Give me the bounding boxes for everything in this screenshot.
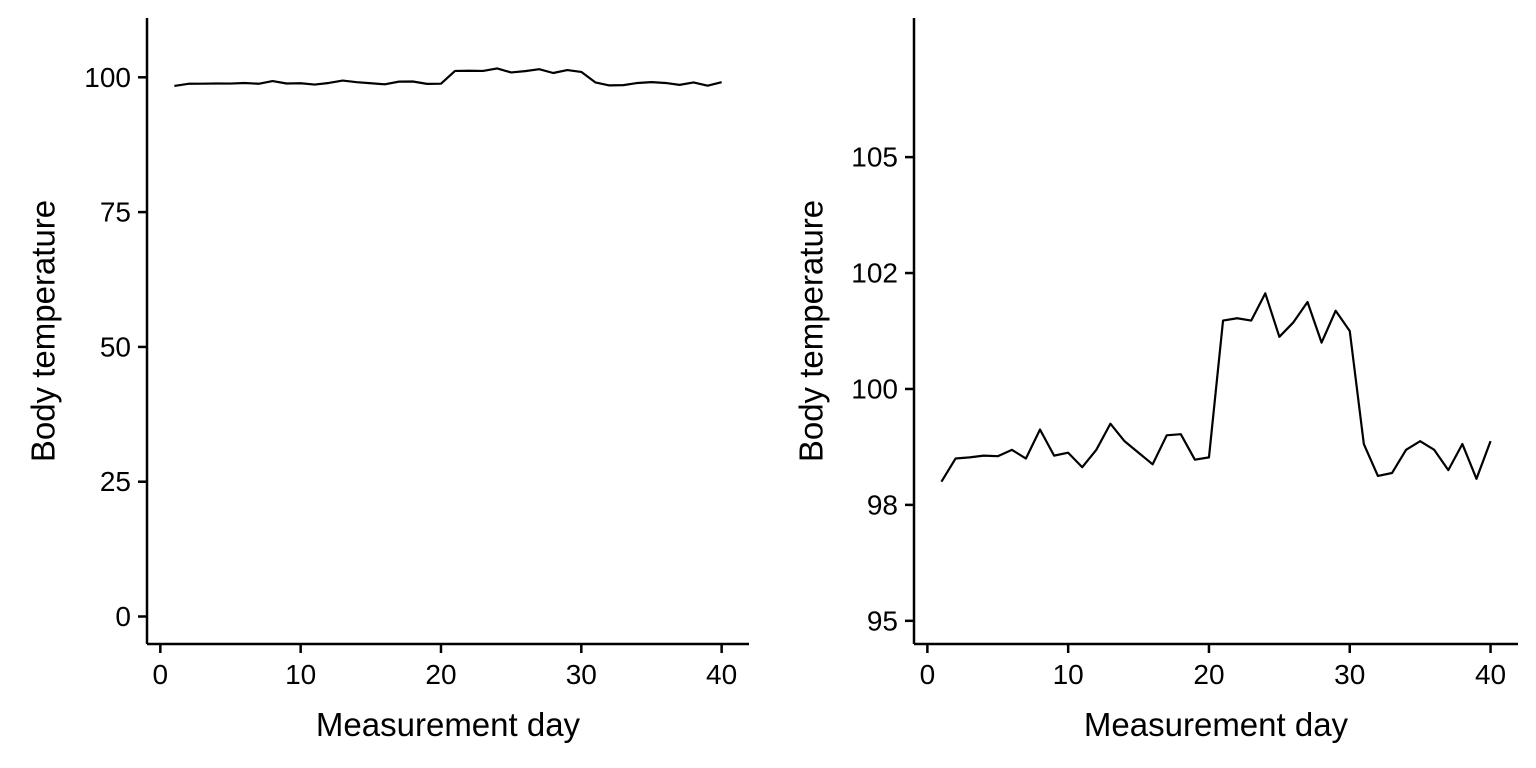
left-series-line bbox=[174, 67, 722, 88]
left-y-tick-label: 75 bbox=[100, 197, 131, 228]
right-y-tick-label: 100 bbox=[851, 373, 898, 404]
left-x-tick-label: 40 bbox=[706, 659, 737, 690]
right-panel: 95 98 100 102 105 0 10 20 30 40 Measurement day Bod… bbox=[793, 18, 1518, 743]
left-y-tick-label: 100 bbox=[84, 62, 131, 93]
left-x-tick-label: 10 bbox=[285, 659, 316, 690]
left-panel: 0 25 50 75 100 0 10 20 30 40 Measurement day Body t… bbox=[25, 18, 749, 743]
left-y-tick-label: 0 bbox=[115, 601, 131, 632]
right-x-tick-label: 20 bbox=[1193, 659, 1224, 690]
right-x-axis-title: Measurement day bbox=[1084, 706, 1349, 743]
right-y-axis-title: Body temperature bbox=[793, 200, 830, 462]
left-y-axis-title: Body temperature bbox=[25, 200, 62, 462]
right-x-tick-label: 30 bbox=[1334, 659, 1365, 690]
left-x-tick-label: 0 bbox=[153, 659, 169, 690]
right-y-tick-label: 102 bbox=[851, 258, 898, 289]
left-x-tick-label: 30 bbox=[566, 659, 597, 690]
right-y-tick-label: 98 bbox=[867, 489, 898, 520]
right-y-tick-label: 95 bbox=[867, 605, 898, 636]
right-x-tick-label: 10 bbox=[1053, 659, 1084, 690]
right-y-tick-label: 105 bbox=[851, 142, 898, 173]
left-x-axis-title: Measurement day bbox=[316, 706, 581, 743]
right-x-tick-label: 0 bbox=[920, 659, 936, 690]
right-x-tick-label: 40 bbox=[1475, 659, 1506, 690]
right-series-line bbox=[940, 292, 1492, 483]
left-y-tick-label: 25 bbox=[100, 466, 131, 497]
left-y-tick-label: 50 bbox=[100, 331, 131, 362]
left-x-tick-label: 20 bbox=[425, 659, 456, 690]
